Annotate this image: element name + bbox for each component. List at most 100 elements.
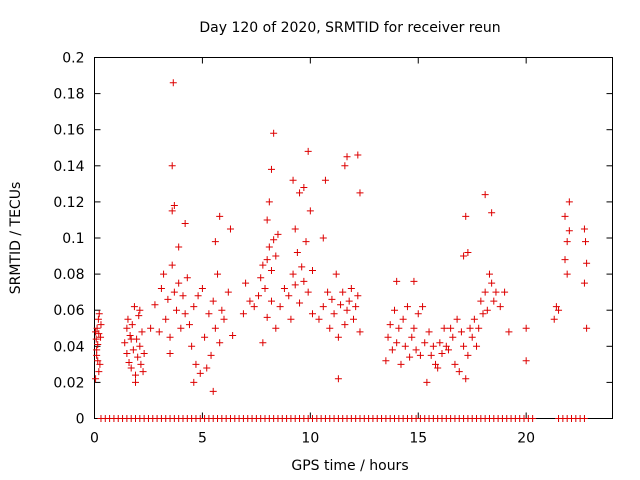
data-point: [123, 324, 131, 332]
data-point: [324, 288, 332, 296]
data-point: [257, 274, 265, 282]
data-point: [289, 270, 297, 278]
y-tick-label: 0.18: [53, 87, 84, 103]
data-point: [205, 310, 213, 318]
data-point: [128, 321, 136, 329]
data-point: [124, 315, 132, 323]
data-point: [408, 333, 416, 341]
data-point: [121, 339, 129, 347]
data-point: [583, 324, 591, 332]
data-point: [464, 351, 472, 359]
data-point: [334, 333, 342, 341]
data-point: [190, 378, 198, 386]
y-axis-label: SRMTID / TECUs: [8, 182, 24, 295]
data-point: [464, 248, 472, 256]
data-point: [304, 288, 312, 296]
data-point: [328, 295, 336, 303]
data-point: [265, 243, 273, 251]
data-point: [263, 313, 271, 321]
data-point: [410, 277, 418, 285]
data-point: [393, 277, 401, 285]
data-point: [270, 129, 278, 137]
y-tick-label: 0.16: [53, 123, 84, 139]
data-point: [134, 353, 142, 361]
data-point: [95, 368, 103, 376]
data-point: [209, 297, 217, 305]
data-point: [263, 256, 271, 264]
data-point: [434, 364, 442, 372]
data-point: [419, 303, 427, 311]
data-point: [136, 306, 144, 314]
data-point: [308, 310, 316, 318]
data-point: [447, 324, 455, 332]
data-point: [177, 324, 185, 332]
data-point: [270, 236, 278, 244]
data-point: [395, 324, 403, 332]
data-point: [341, 321, 349, 329]
data-point: [552, 303, 560, 311]
y-tick-label: 0.14: [53, 159, 84, 175]
data-point: [410, 324, 418, 332]
x-tick-label: 15: [409, 431, 427, 447]
data-point: [211, 238, 219, 246]
data-point: [397, 360, 405, 368]
x-tick-label: 10: [301, 431, 319, 447]
data-point: [220, 315, 228, 323]
plot-frame: [94, 57, 613, 419]
data-point: [399, 315, 407, 323]
data-point: [356, 189, 364, 197]
data-point: [132, 378, 140, 386]
data-point: [561, 212, 569, 220]
data-point: [341, 162, 349, 170]
data-point: [332, 270, 340, 278]
data-point: [304, 147, 312, 155]
data-point: [473, 342, 481, 350]
y-tick-label: 0.12: [53, 195, 84, 211]
data-point: [259, 339, 267, 347]
data-point: [334, 375, 342, 383]
y-tick-label: 0: [76, 412, 85, 428]
chart-title: Day 120 of 2020, SRMTID for receiver reu…: [199, 20, 500, 36]
data-point: [157, 285, 165, 293]
data-point: [453, 315, 461, 323]
data-point: [229, 331, 237, 339]
data-point: [583, 259, 591, 267]
data-point: [522, 357, 530, 365]
data-point: [501, 288, 509, 296]
data-point: [291, 281, 299, 289]
data-point: [267, 297, 275, 305]
data-point: [274, 230, 282, 238]
data-point: [166, 350, 174, 358]
data-point: [561, 256, 569, 264]
data-point: [306, 207, 314, 215]
data-point: [425, 328, 433, 336]
data-point: [442, 342, 450, 350]
data-point: [298, 263, 306, 271]
data-point: [496, 303, 504, 311]
data-point: [412, 346, 420, 354]
data-point: [384, 333, 392, 341]
data-point: [449, 333, 457, 341]
data-point: [440, 324, 448, 332]
data-point: [470, 315, 478, 323]
data-point: [339, 288, 347, 296]
data-point: [160, 270, 168, 278]
data-point: [175, 279, 183, 287]
data-point: [242, 279, 250, 287]
data-point: [168, 261, 176, 269]
data-point: [127, 364, 135, 372]
data-point: [280, 285, 288, 293]
data-point: [170, 202, 178, 210]
data-point: [347, 285, 355, 293]
data-point: [481, 288, 489, 296]
data-point: [138, 328, 146, 336]
data-point: [97, 333, 105, 341]
y-tick-label: 0.2: [62, 51, 84, 67]
data-point: [300, 183, 308, 191]
data-point: [350, 315, 357, 323]
data-point: [436, 339, 444, 347]
data-point: [403, 303, 411, 311]
data-point: [481, 191, 489, 199]
data-point: [427, 351, 435, 359]
